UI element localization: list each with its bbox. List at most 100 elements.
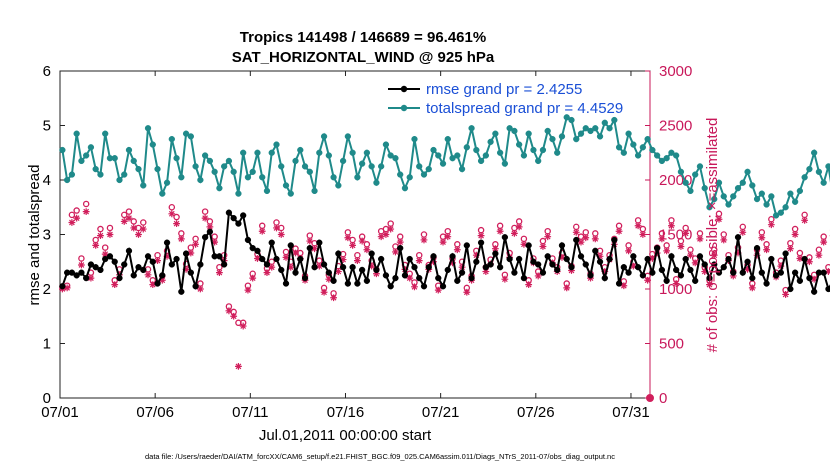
obs-assimilated-marker — [625, 247, 632, 255]
rmse-point — [687, 266, 694, 274]
obs-assimilated-marker — [263, 269, 271, 277]
obs-possible-marker — [720, 231, 728, 238]
obs-assimilated-marker — [139, 225, 147, 233]
rmse-point — [787, 285, 794, 293]
obs-assimilated-marker — [577, 238, 585, 246]
totalspread-point — [487, 138, 494, 146]
rmse-point — [92, 264, 99, 271]
obs-assimilated-marker — [158, 276, 166, 284]
rmse-point — [649, 269, 656, 276]
totalspread-point — [763, 201, 770, 208]
rmse-point — [596, 258, 604, 265]
obs-assimilated-marker — [368, 262, 376, 270]
totalspread-point — [544, 127, 551, 135]
rmse-point — [368, 250, 375, 257]
rmse-point — [791, 269, 799, 276]
y-left-tick-label: 1 — [43, 336, 51, 353]
rmse-point — [68, 269, 76, 276]
totalspread-point — [140, 182, 147, 189]
obs-assimilated-marker — [230, 312, 238, 320]
obs-assimilated-marker — [568, 267, 575, 274]
rmse-point — [463, 242, 470, 249]
rmse-point — [554, 266, 561, 274]
totalspread-point — [187, 133, 194, 140]
x-tick-label: 07/11 — [232, 404, 268, 421]
rmse-point — [692, 277, 699, 284]
rmse-point — [316, 239, 323, 246]
totalspread-point — [511, 127, 518, 135]
rmse-point — [449, 253, 456, 260]
obs-assimilated-marker — [710, 251, 718, 259]
totalspread-point — [244, 174, 252, 181]
rmse-point — [325, 269, 332, 276]
obs-assimilated-marker — [687, 251, 694, 259]
rmse-point — [330, 277, 337, 284]
obs-assimilated-marker — [206, 223, 214, 231]
obs-possible-marker — [787, 239, 794, 247]
totalspread-point — [611, 116, 618, 124]
totalspread-point — [411, 135, 418, 143]
totalspread-point — [811, 149, 818, 156]
obs-assimilated-marker — [510, 230, 518, 237]
totalspread-point — [173, 155, 180, 162]
totalspread-point — [539, 146, 547, 154]
rmse-point — [544, 253, 551, 260]
totalspread-point — [587, 127, 594, 135]
rmse-point — [525, 242, 532, 249]
obs-assimilated-marker — [177, 235, 185, 243]
rmse-point — [644, 255, 651, 263]
totalspread-point — [677, 168, 685, 175]
obs-assimilated-marker — [106, 231, 114, 238]
obs-assimilated-marker — [601, 268, 609, 275]
totalspread-point — [706, 204, 713, 211]
obs-assimilated-marker — [734, 249, 742, 257]
rmse-point — [206, 228, 214, 235]
rmse-point — [763, 280, 770, 287]
obs-assimilated-marker — [420, 236, 428, 244]
x-tick-label: 07/01 — [41, 404, 79, 421]
obs-assimilated-marker — [353, 257, 361, 265]
obs-assimilated-marker — [358, 237, 366, 245]
rmse-point — [753, 244, 761, 252]
rmse-point — [363, 277, 371, 284]
totalspread-point — [806, 165, 813, 173]
rmse-point — [501, 234, 509, 241]
rmse-point — [97, 266, 104, 274]
rmse-point — [311, 264, 318, 271]
obs-possible-marker — [815, 246, 823, 254]
obs-assimilated-marker — [648, 255, 656, 262]
totalspread-point — [349, 149, 356, 156]
totalspread-point — [634, 152, 642, 159]
totalspread-point — [159, 190, 166, 197]
totalspread-point — [382, 141, 390, 148]
data-file-footer: data file: /Users/raeder/DAI/ATM_forcXX/… — [145, 452, 615, 461]
obs-assimilated-marker — [187, 249, 195, 257]
totalspread-point — [577, 130, 585, 137]
totalspread-point — [92, 165, 99, 173]
rmse-point — [682, 255, 689, 263]
obs-possible-marker — [82, 200, 90, 208]
totalspread-point — [449, 155, 456, 162]
rmse-point — [240, 212, 247, 219]
rmse-point — [140, 266, 147, 274]
totalspread-point — [463, 144, 470, 151]
chart-title: Tropics 141498 / 146689 = 96.461% — [240, 29, 486, 46]
obs-assimilated-marker — [63, 284, 71, 292]
totalspread-point — [682, 179, 689, 186]
rmse-point — [630, 253, 637, 260]
totalspread-point — [535, 157, 542, 165]
totalspread-point — [254, 149, 261, 156]
rmse-point — [192, 283, 199, 290]
obs-assimilated-marker — [544, 233, 552, 241]
obs-assimilated-marker — [596, 252, 604, 260]
totalspread-point — [197, 176, 204, 184]
totalspread-point — [130, 157, 137, 165]
rmse-point — [582, 261, 589, 268]
obs-assimilated-marker — [777, 262, 785, 270]
obs-assimilated-marker — [658, 235, 666, 243]
obs-assimilated-marker — [815, 251, 823, 259]
obs-assimilated-marker — [254, 255, 261, 262]
rmse-point — [244, 236, 252, 244]
rmse-point — [320, 261, 328, 268]
rmse-point — [506, 255, 513, 263]
